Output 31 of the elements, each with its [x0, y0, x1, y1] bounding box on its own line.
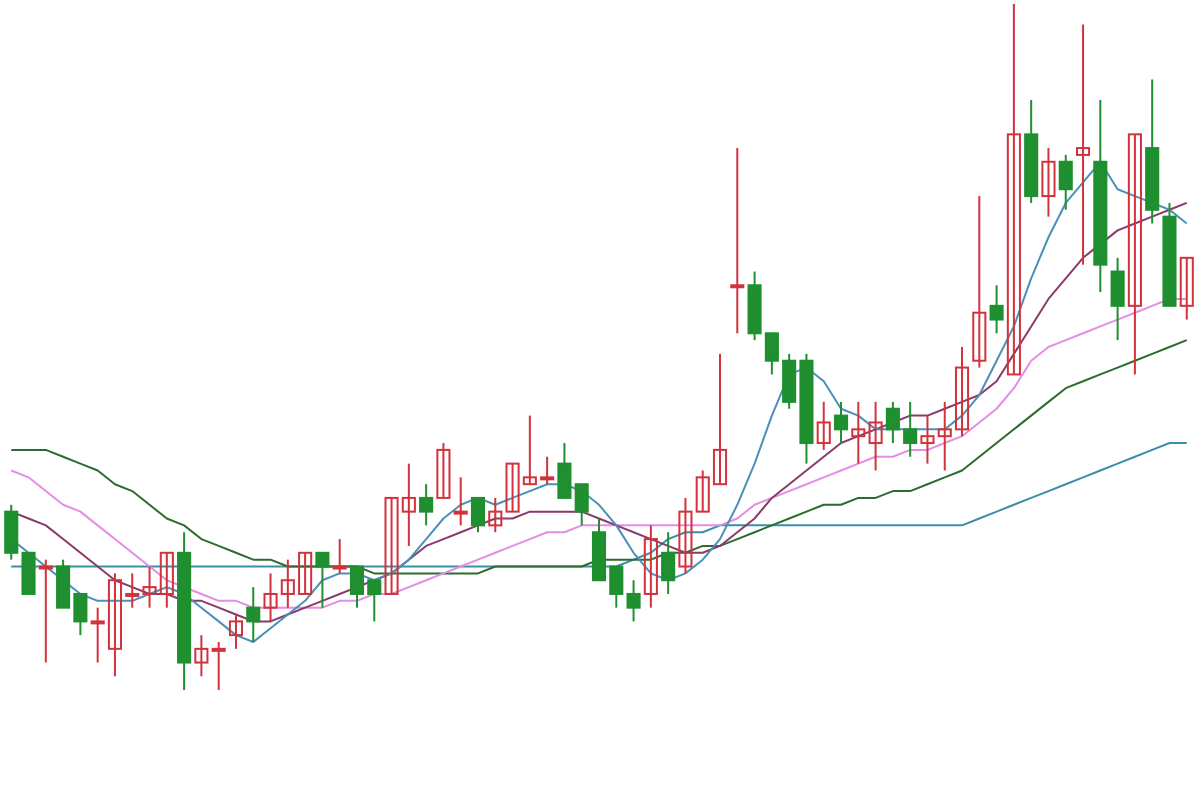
candlestick — [453, 476, 468, 527]
candlestick — [557, 442, 572, 499]
candlestick — [1110, 256, 1125, 342]
candlestick — [1179, 256, 1194, 321]
candlestick — [1127, 133, 1142, 376]
candlestick — [1058, 153, 1073, 211]
candlestick — [730, 147, 745, 335]
candlestick — [574, 483, 589, 527]
candlestick — [470, 496, 486, 534]
candlestick — [972, 195, 987, 369]
candlestick — [488, 496, 503, 534]
candlestick — [246, 586, 261, 643]
candlestick — [419, 483, 434, 527]
candlestick — [1041, 147, 1056, 218]
candlestick — [643, 524, 658, 609]
candlestick — [868, 400, 883, 472]
candlestick — [851, 400, 866, 465]
candlestick — [1075, 23, 1091, 266]
candlestick — [626, 579, 641, 623]
candlestick — [989, 284, 1004, 335]
candlestick — [1006, 3, 1021, 376]
candlestick — [436, 442, 451, 499]
candlestick — [315, 551, 330, 609]
candlestick — [661, 531, 676, 595]
candlestick — [833, 400, 849, 445]
candlestick — [816, 400, 831, 451]
candlestick — [332, 538, 347, 575]
candlestick — [38, 558, 53, 664]
candlestick — [678, 496, 693, 575]
candlestick — [228, 613, 244, 650]
candlestick — [194, 634, 209, 678]
